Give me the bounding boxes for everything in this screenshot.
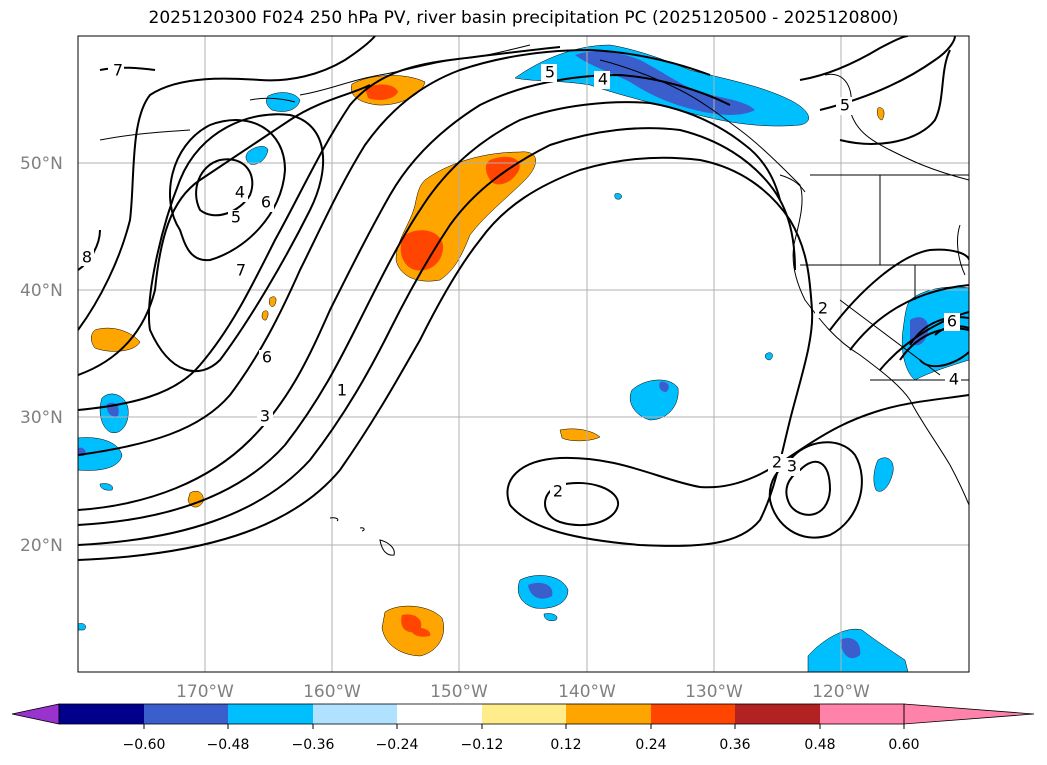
longitude-labels: 170°W 160°W 150°W 140°W 130°W 120°W — [176, 682, 870, 702]
colorbar-bin — [313, 704, 397, 724]
colorbar-tick-label: 0.24 — [635, 737, 667, 753]
positive-anomaly-shading — [559, 428, 601, 442]
colorbar-tick-label: 0.12 — [550, 737, 582, 753]
colorbar-bin — [651, 704, 735, 724]
plot-frame — [77, 35, 970, 673]
contour-label: 7 — [113, 61, 123, 80]
contour-label: 7 — [236, 261, 246, 280]
positive-anomaly-shading — [485, 156, 520, 185]
positive-anomaly-shading — [261, 310, 269, 321]
coastlines — [99, 44, 969, 556]
lat-label: 20°N — [20, 536, 63, 556]
negative-anomaly-shading — [266, 92, 301, 112]
lat-label: 30°N — [20, 408, 63, 428]
colorbar-bin — [566, 704, 651, 724]
positive-anomaly-shading — [187, 490, 204, 508]
positive-anomaly-shading — [365, 84, 398, 100]
contour-label: 4 — [598, 70, 608, 89]
lon-label: 140°W — [558, 682, 616, 702]
colorbar-bin — [735, 704, 820, 724]
positive-anomaly-shading — [876, 107, 885, 121]
negative-anomaly-shading — [659, 381, 669, 392]
colorbar-tick-label: −0.36 — [291, 737, 335, 753]
colorbar-tick-label: 0.48 — [804, 737, 836, 753]
colorbar-tick-label: −0.24 — [375, 737, 419, 753]
colorbar-bin — [482, 704, 566, 724]
lon-label: 160°W — [303, 682, 361, 702]
contour-label: 3 — [260, 407, 270, 426]
lon-label: 170°W — [176, 682, 234, 702]
negative-anomaly-shading — [99, 483, 113, 491]
colorbar-tick-label: −0.60 — [122, 737, 166, 753]
lon-label: 150°W — [430, 682, 488, 702]
contour-label: 6 — [947, 312, 957, 331]
negative-anomaly-shading — [78, 623, 86, 631]
contour-label: 5 — [231, 208, 241, 227]
lat-label: 50°N — [20, 154, 63, 174]
contour-labels: 7 8 4 5 6 7 6 3 1 5 4 5 2 6 — [78, 61, 961, 501]
negative-anomaly-shading — [873, 457, 894, 492]
colorbar-bin — [144, 704, 228, 724]
contour-label: 2 — [772, 453, 782, 472]
positive-anomaly-shading — [400, 230, 444, 271]
contour-label: 4 — [235, 183, 245, 202]
positive-anomaly-shading — [91, 327, 141, 352]
colorbar-tick-label: −0.12 — [460, 737, 504, 753]
lon-label: 120°W — [812, 682, 870, 702]
lon-label: 130°W — [685, 682, 743, 702]
colorbar — [11, 703, 1035, 729]
contour-label: 1 — [337, 381, 347, 400]
map-title: 2025120300 F024 250 hPa PV, river basin … — [148, 8, 899, 28]
contour-label: 5 — [545, 63, 555, 82]
lat-label: 40°N — [20, 281, 63, 301]
pv-contours — [78, 36, 969, 561]
contour-label: 2 — [553, 482, 563, 501]
negative-anomaly-shading — [614, 193, 622, 200]
contour-label: 2 — [818, 299, 828, 318]
negative-anomaly-shading — [840, 637, 861, 659]
plot-area — [78, 36, 969, 672]
contour-label: 4 — [949, 370, 959, 389]
precip-shading — [78, 44, 969, 672]
colorbar-tick-label: 0.60 — [888, 737, 920, 753]
colorbar-extend-high — [903, 703, 1035, 725]
colorbar-bin — [397, 704, 482, 724]
positive-anomaly-shading — [410, 627, 431, 637]
colorbar-bin — [820, 704, 904, 724]
colorbar-tick-label: −0.48 — [206, 737, 250, 753]
colorbar-tick-label: 0.36 — [719, 737, 751, 753]
contour-label: 6 — [262, 348, 272, 367]
colorbar-bin — [228, 704, 313, 724]
colorbar-extend-low — [11, 703, 60, 725]
latitude-labels: 50°N 40°N 30°N 20°N — [20, 154, 63, 556]
positive-anomaly-shading — [268, 296, 277, 307]
colorbar-bin — [59, 704, 144, 724]
negative-anomaly-shading — [528, 582, 553, 599]
contour-label: 6 — [261, 193, 271, 212]
negative-anomaly-shading — [78, 437, 123, 471]
negative-anomaly-shading — [245, 146, 269, 165]
negative-anomaly-shading — [764, 352, 773, 361]
contour-label: 5 — [840, 96, 850, 115]
negative-anomaly-shading — [543, 613, 558, 621]
contour-label: 8 — [82, 248, 92, 267]
contour-label: 3 — [787, 457, 797, 476]
